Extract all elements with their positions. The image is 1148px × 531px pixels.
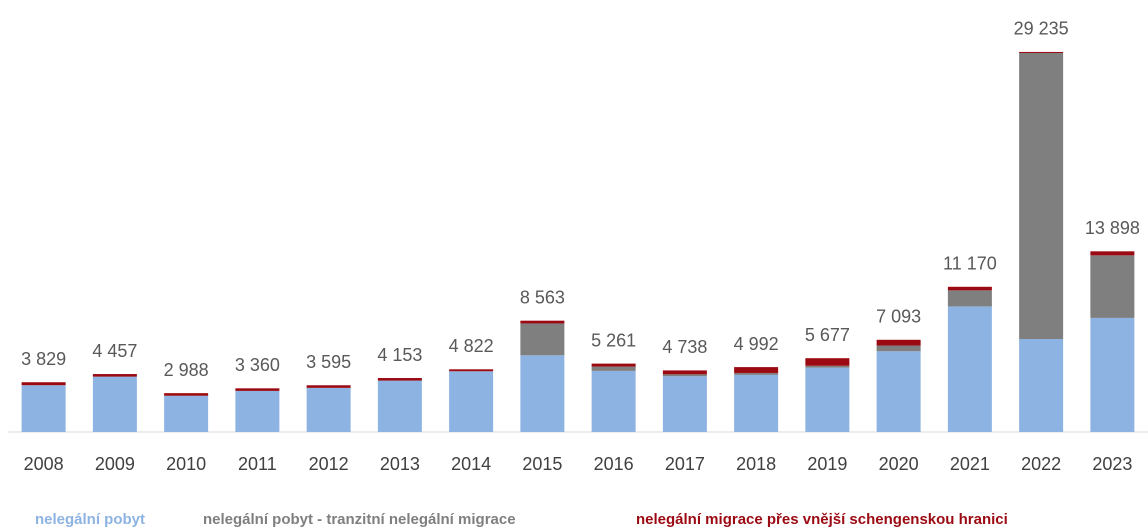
x-tick-label: 2010 bbox=[166, 454, 206, 474]
bar-segment bbox=[876, 339, 921, 346]
bar-segment bbox=[662, 370, 707, 375]
x-tick-label: 2021 bbox=[950, 454, 990, 474]
bar-segment bbox=[21, 382, 66, 386]
legend-entry: nelegální pobyt bbox=[35, 511, 145, 528]
x-tick-label: 2020 bbox=[879, 454, 919, 474]
x-tick-label: 2019 bbox=[807, 454, 847, 474]
x-tick-label: 2014 bbox=[451, 454, 491, 474]
total-label: 4 992 bbox=[734, 334, 779, 354]
bar-segment bbox=[947, 286, 992, 291]
bar-segment bbox=[1019, 338, 1064, 432]
total-label: 4 153 bbox=[377, 345, 422, 365]
bar-segment bbox=[805, 365, 850, 368]
bar-segment bbox=[734, 367, 779, 373]
bar-segment bbox=[591, 366, 636, 371]
bar-segment bbox=[662, 374, 707, 377]
bar-segment bbox=[306, 387, 351, 432]
bar-segment bbox=[164, 393, 209, 396]
x-tick-label: 2008 bbox=[24, 454, 64, 474]
bar-segment bbox=[449, 369, 494, 372]
total-label: 29 235 bbox=[1014, 19, 1069, 39]
bar-segment bbox=[520, 355, 565, 432]
bar-segment bbox=[164, 395, 209, 432]
bar-segment bbox=[947, 290, 992, 307]
bar-segment bbox=[876, 345, 921, 352]
total-label: 11 170 bbox=[943, 254, 997, 274]
bar-segment bbox=[306, 385, 351, 388]
x-tick-label: 2016 bbox=[594, 454, 634, 474]
x-tick-label: 2013 bbox=[380, 454, 420, 474]
total-label: 7 093 bbox=[876, 307, 921, 327]
bar-segment bbox=[1090, 255, 1135, 318]
total-label: 4 822 bbox=[449, 336, 494, 356]
x-tick-label: 2017 bbox=[665, 454, 705, 474]
x-tick-label: 2009 bbox=[95, 454, 135, 474]
bar-segment bbox=[520, 323, 565, 356]
bar-segment bbox=[805, 358, 850, 366]
bar-segment bbox=[1090, 317, 1135, 432]
x-tick-label: 2011 bbox=[238, 454, 277, 474]
bar-segment bbox=[520, 320, 565, 324]
total-label: 4 738 bbox=[662, 337, 707, 357]
total-label: 4 457 bbox=[92, 341, 137, 361]
bar-segment bbox=[734, 374, 779, 432]
bar-segment bbox=[1019, 52, 1064, 339]
bar-segment bbox=[1019, 51, 1064, 53]
bar-segment bbox=[21, 385, 66, 432]
bar-segment bbox=[947, 306, 992, 432]
total-label: 3 595 bbox=[306, 352, 351, 372]
bar-segment bbox=[235, 390, 280, 432]
bar-segment bbox=[591, 370, 636, 432]
bar-segment bbox=[734, 372, 779, 375]
total-label: 2 988 bbox=[164, 360, 209, 380]
x-tick-label: 2015 bbox=[522, 454, 562, 474]
x-tick-label: 2023 bbox=[1092, 454, 1132, 474]
bar-segment bbox=[377, 380, 422, 432]
bar-segment bbox=[876, 351, 921, 432]
x-tick-label: 2022 bbox=[1021, 454, 1061, 474]
total-label: 8 563 bbox=[520, 287, 565, 307]
bar-segment bbox=[805, 367, 850, 432]
bar-segment bbox=[449, 371, 494, 432]
total-label: 13 898 bbox=[1085, 218, 1140, 238]
total-label: 3 829 bbox=[21, 349, 66, 369]
bar-segment bbox=[591, 363, 636, 367]
total-label: 5 677 bbox=[805, 325, 850, 345]
bar-segment bbox=[662, 376, 707, 432]
legend-entry: nelegální migrace přes vnější schengensk… bbox=[636, 511, 1008, 528]
x-tick-label: 2012 bbox=[309, 454, 349, 474]
bar-segment bbox=[92, 376, 137, 432]
x-tick-label: 2018 bbox=[736, 454, 776, 474]
bar-segment bbox=[92, 374, 137, 377]
bar-segment bbox=[377, 378, 422, 381]
total-label: 3 360 bbox=[235, 355, 280, 375]
total-label: 5 261 bbox=[591, 330, 636, 350]
legend-entry: nelegální pobyt - tranzitní nelegální mi… bbox=[203, 511, 516, 528]
bar-segment bbox=[235, 388, 280, 391]
bar-segment bbox=[1090, 251, 1135, 256]
